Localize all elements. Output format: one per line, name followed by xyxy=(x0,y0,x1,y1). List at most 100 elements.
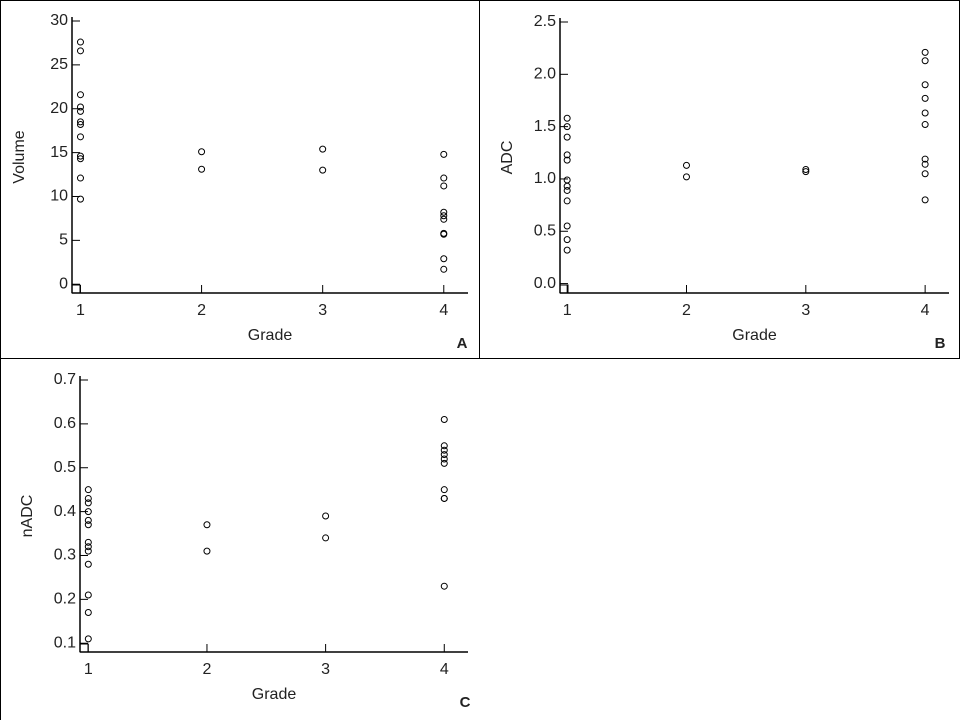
point xyxy=(440,459,448,467)
point xyxy=(76,47,84,55)
x-tick-label: 4 xyxy=(440,661,449,678)
y-tick-label: 0.5 xyxy=(54,459,76,476)
point xyxy=(84,521,92,529)
x-tick-label: 2 xyxy=(197,302,206,319)
point xyxy=(440,230,448,238)
point xyxy=(76,133,84,141)
point xyxy=(921,109,929,117)
point xyxy=(440,451,448,459)
y-tick-label: 5 xyxy=(59,232,68,249)
panel-label: A xyxy=(457,335,468,352)
point xyxy=(322,512,330,520)
point xyxy=(76,174,84,182)
point xyxy=(921,155,929,163)
point xyxy=(76,107,84,115)
panel-label: C xyxy=(460,694,471,711)
y-tick-label: 0.5 xyxy=(534,222,556,239)
y-tick-label: 2.5 xyxy=(534,13,556,30)
point xyxy=(921,57,929,65)
point xyxy=(563,182,571,190)
point xyxy=(84,591,92,599)
point xyxy=(84,547,92,555)
point xyxy=(203,521,211,529)
point xyxy=(563,236,571,244)
y-tick-label: 0.6 xyxy=(54,415,76,432)
point xyxy=(563,123,571,131)
point xyxy=(440,174,448,182)
y-tick-label: 0.2 xyxy=(54,591,76,608)
point xyxy=(921,81,929,89)
x-tick-label: 2 xyxy=(203,661,212,678)
point xyxy=(563,246,571,254)
y-tick-label: 1.0 xyxy=(534,170,556,187)
x-axis-label: Grade xyxy=(732,327,777,344)
point xyxy=(440,486,448,494)
point xyxy=(563,222,571,230)
point xyxy=(440,446,448,454)
y-axis-label: ADC xyxy=(499,141,516,175)
x-tick-label: 4 xyxy=(921,302,930,319)
point xyxy=(563,156,571,164)
point xyxy=(84,543,92,551)
point xyxy=(76,91,84,99)
point xyxy=(440,415,448,423)
y-tick-label: 2.0 xyxy=(534,66,556,83)
point xyxy=(84,609,92,617)
x-tick-label: 2 xyxy=(682,302,691,319)
x-tick-label: 1 xyxy=(76,302,85,319)
point xyxy=(440,215,448,223)
point xyxy=(440,182,448,190)
point xyxy=(682,173,690,181)
x-tick-label: 3 xyxy=(801,302,810,319)
point xyxy=(921,121,929,129)
x-tick-label: 4 xyxy=(439,302,448,319)
point xyxy=(440,582,448,590)
point xyxy=(563,186,571,194)
y-tick-label: 0 xyxy=(59,275,68,292)
point xyxy=(440,265,448,273)
point xyxy=(440,212,448,220)
point xyxy=(802,166,810,174)
point xyxy=(440,455,448,463)
point xyxy=(84,635,92,643)
point xyxy=(563,151,571,159)
point xyxy=(76,152,84,160)
point xyxy=(319,166,327,174)
y-tick-label: 20 xyxy=(50,100,68,117)
y-tick-label: 30 xyxy=(50,12,68,29)
point xyxy=(440,494,448,502)
point xyxy=(802,168,810,176)
point xyxy=(76,38,84,46)
x-tick-label: 3 xyxy=(321,661,330,678)
point xyxy=(84,516,92,524)
x-axis-label: Grade xyxy=(252,686,297,703)
y-tick-label: 1.5 xyxy=(534,118,556,135)
y-tick-label: 0.4 xyxy=(54,503,76,520)
point xyxy=(198,165,206,173)
x-axis-label: Grade xyxy=(248,327,293,344)
point xyxy=(203,547,211,555)
point xyxy=(563,197,571,205)
y-tick-label: 15 xyxy=(50,144,68,161)
point xyxy=(921,196,929,204)
point xyxy=(84,560,92,568)
y-tick-label: 0.1 xyxy=(54,634,76,651)
point xyxy=(84,499,92,507)
point xyxy=(440,208,448,216)
point xyxy=(319,145,327,153)
y-axis-label: Volume xyxy=(11,130,28,183)
y-tick-label: 25 xyxy=(50,56,68,73)
point xyxy=(563,114,571,122)
y-tick-label: 0.7 xyxy=(54,371,76,388)
point xyxy=(322,534,330,542)
panel-label: B xyxy=(935,335,946,352)
point xyxy=(84,494,92,502)
point xyxy=(563,133,571,141)
point xyxy=(84,538,92,546)
point xyxy=(921,170,929,178)
x-tick-label: 1 xyxy=(563,302,572,319)
point xyxy=(84,508,92,516)
point xyxy=(921,160,929,168)
y-tick-label: 0.0 xyxy=(534,275,556,292)
